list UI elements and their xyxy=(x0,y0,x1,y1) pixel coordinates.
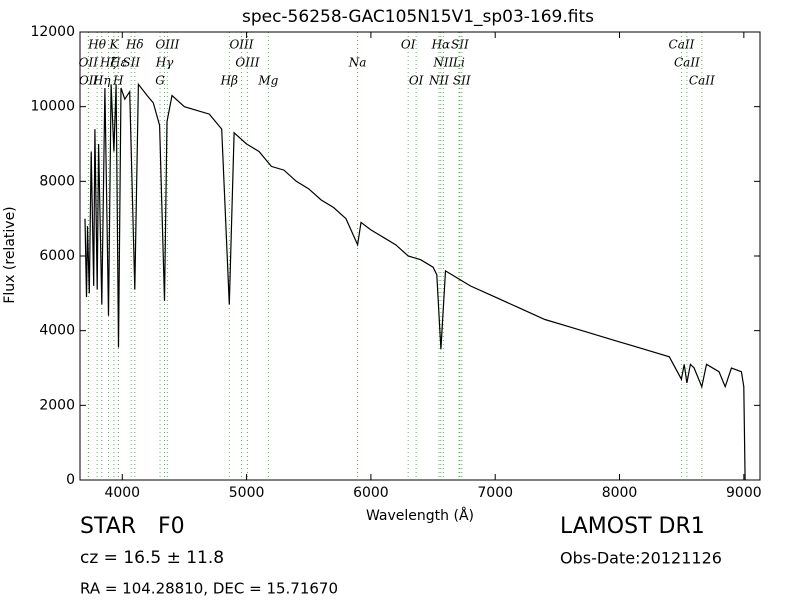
spectral-line-label: G xyxy=(155,74,165,88)
spectral-line-label: K xyxy=(108,38,119,52)
spectral-line-label: Hγ xyxy=(155,56,174,70)
y-tick-label: 4000 xyxy=(39,323,75,339)
y-tick-label: 6000 xyxy=(39,248,75,264)
x-tick-label: 7000 xyxy=(477,485,513,501)
spectral-line-label: OI xyxy=(409,74,424,88)
spectral-line-label: SII xyxy=(122,56,140,70)
spectral-line-label: OII xyxy=(79,74,99,88)
x-axis-label: Wavelength (Å) xyxy=(366,507,474,524)
spectral-line-label: OIII xyxy=(155,38,179,52)
spectrum-line xyxy=(84,82,746,481)
obs-date: Obs-Date:20121126 xyxy=(560,549,722,568)
spectral-line-label: Hβ xyxy=(220,74,238,88)
redshift: cz = 16.5 ± 11.8 xyxy=(80,548,224,568)
spectral-line-label: OIII xyxy=(229,38,253,52)
spectral-line-label: SII xyxy=(453,74,471,88)
y-tick-label: 8000 xyxy=(39,173,75,189)
object-class: STAR xyxy=(80,514,136,539)
spectral-line-label: Hθ xyxy=(87,38,106,52)
spectral-line-label: CaII xyxy=(674,56,700,70)
x-tick-label: 6000 xyxy=(353,485,389,501)
spectral-line-label: Na xyxy=(348,56,367,70)
y-tick-label: 0 xyxy=(66,472,75,488)
y-tick-label: 10000 xyxy=(30,99,75,115)
spectral-line-label: H xyxy=(112,74,124,88)
chart-title: spec-56258-GAC105N15V1_sp03-169.fits xyxy=(242,7,594,27)
spectral-line-label: Hζ xyxy=(99,56,118,70)
spectral-line-label: OIII xyxy=(235,56,259,70)
coordinates: RA = 104.28810, DEC = 15.71670 xyxy=(80,580,338,598)
y-axis-label: Flux (relative) xyxy=(2,206,18,303)
x-tick-label: 9000 xyxy=(726,485,762,501)
x-tick-label: 4000 xyxy=(104,485,140,501)
spectral-line-label: CaII xyxy=(689,74,715,88)
spectral-line-label: Mg xyxy=(257,74,278,88)
y-tick-label: 2000 xyxy=(39,397,75,413)
spectral-line-label: SII xyxy=(451,38,469,52)
spectral-line-label: OI xyxy=(401,38,416,52)
subclass: F0 xyxy=(158,514,185,539)
spectral-line-label: Hε xyxy=(109,56,127,70)
spectral-line-label: NII xyxy=(432,56,453,70)
spectral-line-label: NII xyxy=(428,74,449,88)
spectral-line-label: CaII xyxy=(669,38,695,52)
x-tick-label: 5000 xyxy=(229,485,265,501)
x-tick-label: 8000 xyxy=(602,485,638,501)
spectral-line-label: Li xyxy=(452,56,465,70)
spectral-line-label: Hη xyxy=(92,74,111,88)
survey: LAMOST DR1 xyxy=(560,514,705,539)
spectral-line-label: Hδ xyxy=(125,38,144,52)
spectral-line-label: OII xyxy=(79,56,99,70)
spectral-line-label: Hα xyxy=(431,38,451,52)
y-tick-label: 12000 xyxy=(30,24,75,40)
